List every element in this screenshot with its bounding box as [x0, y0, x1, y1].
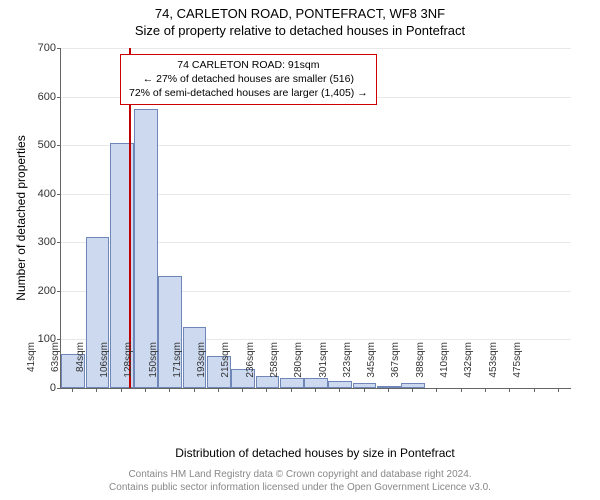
xtick-mark — [436, 388, 437, 392]
xtick-label: 388sqm — [415, 342, 426, 392]
xtick-mark — [388, 388, 389, 392]
xtick-mark — [194, 388, 195, 392]
ytick-label: 500 — [26, 139, 56, 151]
xtick-mark — [412, 388, 413, 392]
xtick-mark — [291, 388, 292, 392]
ytick-mark — [57, 339, 61, 340]
xtick-label: 150sqm — [148, 342, 159, 392]
infobox-line2: ← 27% of detached houses are smaller (51… — [129, 72, 368, 86]
infobox-line3: 72% of semi-detached houses are larger (… — [129, 86, 368, 100]
xtick-mark — [96, 388, 97, 392]
xtick-label: 367sqm — [390, 342, 401, 392]
ytick-mark — [57, 242, 61, 243]
footer-line2: Contains public sector information licen… — [0, 481, 600, 494]
xtick-mark — [364, 388, 365, 392]
gridline — [61, 48, 571, 49]
xtick-label: 171sqm — [172, 342, 183, 392]
xtick-mark — [169, 388, 170, 392]
ytick-mark — [57, 48, 61, 49]
chart-title-line2: Size of property relative to detached ho… — [0, 21, 600, 38]
ytick-label: 300 — [26, 236, 56, 248]
xtick-label: 432sqm — [463, 342, 474, 392]
ytick-mark — [57, 291, 61, 292]
x-axis-label: Distribution of detached houses by size … — [60, 446, 570, 460]
xtick-label: 301sqm — [318, 342, 329, 392]
xtick-mark — [461, 388, 462, 392]
chart-title-line1: 74, CARLETON ROAD, PONTEFRACT, WF8 3NF — [0, 0, 600, 21]
xtick-mark — [72, 388, 73, 392]
xtick-mark — [121, 388, 122, 392]
xtick-label: 106sqm — [99, 342, 110, 392]
xtick-label: 475sqm — [512, 342, 523, 392]
xtick-label: 63sqm — [50, 342, 61, 392]
xtick-label: 410sqm — [439, 342, 450, 392]
ytick-mark — [57, 145, 61, 146]
xtick-label: 193sqm — [196, 342, 207, 392]
xtick-mark — [145, 388, 146, 392]
xtick-label: 453sqm — [488, 342, 499, 392]
xtick-mark — [509, 388, 510, 392]
xtick-label: 215sqm — [220, 342, 231, 392]
ytick-label: 200 — [26, 285, 56, 297]
xtick-label: 236sqm — [245, 342, 256, 392]
xtick-mark — [534, 388, 535, 392]
xtick-label: 41sqm — [26, 342, 37, 392]
ytick-label: 600 — [26, 91, 56, 103]
ytick-label: 700 — [26, 42, 56, 54]
infobox-line1: 74 CARLETON ROAD: 91sqm — [129, 58, 368, 72]
footer-line1: Contains HM Land Registry data © Crown c… — [0, 468, 600, 481]
xtick-label: 84sqm — [75, 342, 86, 392]
xtick-mark — [485, 388, 486, 392]
xtick-label: 258sqm — [269, 342, 280, 392]
y-axis-label: Number of detached properties — [14, 135, 28, 300]
xtick-mark — [315, 388, 316, 392]
xtick-label: 345sqm — [366, 342, 377, 392]
xtick-mark — [339, 388, 340, 392]
xtick-label: 280sqm — [293, 342, 304, 392]
property-info-box: 74 CARLETON ROAD: 91sqm ← 27% of detache… — [120, 54, 377, 105]
xtick-mark — [266, 388, 267, 392]
ytick-label: 400 — [26, 188, 56, 200]
ytick-mark — [57, 97, 61, 98]
footer-attribution: Contains HM Land Registry data © Crown c… — [0, 468, 600, 494]
xtick-mark — [242, 388, 243, 392]
xtick-mark — [218, 388, 219, 392]
xtick-label: 323sqm — [342, 342, 353, 392]
chart-area: Number of detached properties Distributi… — [60, 48, 570, 388]
ytick-mark — [57, 194, 61, 195]
xtick-mark — [558, 388, 559, 392]
xtick-label: 128sqm — [123, 342, 134, 392]
